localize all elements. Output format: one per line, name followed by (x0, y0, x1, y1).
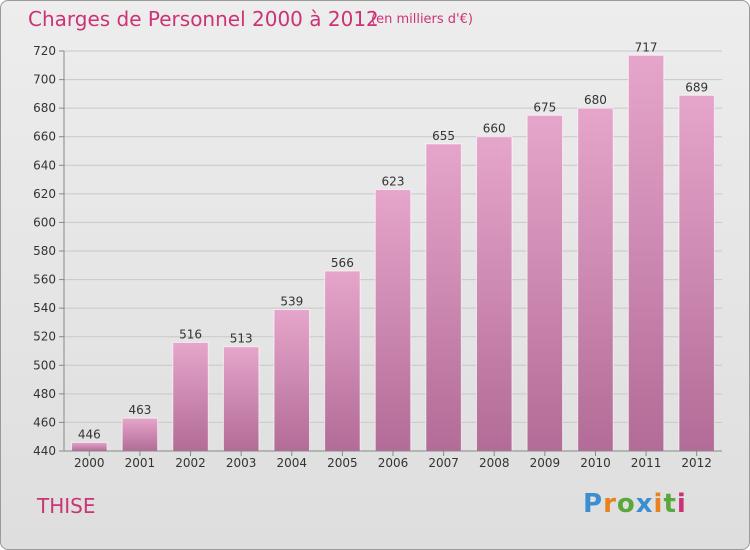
bar (425, 143, 462, 452)
x-tick-label: 2007 (428, 456, 459, 470)
proxiti-logo: Proxiti (583, 489, 687, 519)
y-tick-label: 500 (33, 358, 56, 372)
data-label: 623 (382, 175, 405, 189)
x-tick-label: 2005 (327, 456, 358, 470)
bar (678, 94, 715, 452)
y-tick-label: 440 (33, 444, 56, 458)
logo-letter: o (616, 489, 636, 519)
data-label: 689 (685, 80, 708, 94)
y-tick-label: 660 (33, 130, 56, 144)
data-label: 660 (483, 122, 506, 136)
x-tick-label: 2009 (530, 456, 561, 470)
logo-letter: i (676, 489, 687, 519)
data-label: 675 (533, 100, 556, 114)
chart-title: Charges de Personnel 2000 à 2012 (28, 7, 379, 31)
y-tick-label: 560 (33, 273, 56, 287)
bar (172, 341, 209, 452)
y-tick-label: 700 (33, 73, 56, 87)
logo-letter: r (603, 489, 617, 519)
bar (476, 136, 513, 452)
y-tick-label: 460 (33, 415, 56, 429)
logo-letter: x (635, 489, 654, 519)
bar (577, 107, 614, 452)
y-tick-label: 620 (33, 187, 56, 201)
x-tick-label: 2006 (378, 456, 409, 470)
logo-letter: P (583, 489, 604, 519)
x-tick-label: 2003 (226, 456, 257, 470)
y-tick-label: 540 (33, 301, 56, 315)
data-label: 516 (179, 327, 202, 341)
y-tick-label: 480 (33, 387, 56, 401)
data-label: 539 (280, 295, 303, 309)
data-label: 463 (128, 403, 151, 417)
bars (71, 54, 715, 452)
y-tick-label: 640 (33, 158, 56, 172)
axes: 440 460 480 500 520 540 560 580 600 620 640 660 680 7… (33, 44, 722, 470)
data-labels: 446 463 516 513 539 566 623 655 660 675 680 717 689 (78, 40, 708, 441)
x-tick-label: 2011 (631, 456, 662, 470)
x-tick-label: 2000 (74, 456, 105, 470)
data-label: 655 (432, 129, 455, 143)
commune-name: THISE (37, 494, 96, 518)
bar (526, 114, 564, 452)
bar (324, 270, 361, 452)
bar (273, 309, 310, 452)
chart-unit: (en milliers d'€) (371, 12, 473, 27)
data-label: 680 (584, 93, 607, 107)
y-tick-label: 600 (33, 215, 56, 229)
bar (627, 54, 665, 452)
y-tick-label: 680 (33, 101, 56, 115)
bar (222, 346, 260, 452)
y-tick-label: 580 (33, 244, 56, 258)
x-tick-label: 2012 (681, 456, 712, 470)
bar (374, 189, 412, 452)
data-label: 566 (331, 256, 354, 270)
x-tick-label: 2008 (479, 456, 510, 470)
logo-letter: t (663, 489, 677, 519)
bar (71, 441, 108, 452)
x-tick-label: 2002 (175, 456, 206, 470)
y-tick-label: 720 (33, 44, 56, 58)
data-label: 446 (78, 427, 101, 441)
logo-letter: i (653, 489, 664, 519)
x-tick-label: 2004 (276, 456, 307, 470)
x-tick-label: 2001 (125, 456, 156, 470)
data-label: 717 (635, 40, 658, 54)
data-label: 513 (230, 332, 253, 346)
bar (121, 417, 159, 452)
y-tick-label: 520 (33, 330, 56, 344)
x-tick-label: 2010 (580, 456, 611, 470)
